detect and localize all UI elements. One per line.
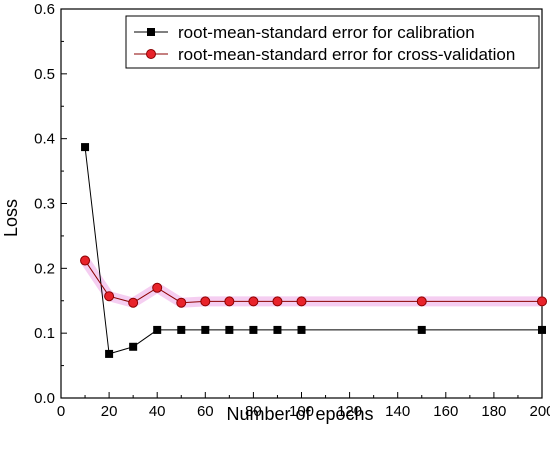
legend-cross-validation-marker [146, 49, 156, 59]
calibration-point [538, 325, 546, 334]
x-tick-label: 180 [481, 403, 506, 420]
legend-calibration-marker [147, 28, 155, 36]
cross-validation-point [416, 296, 427, 307]
cross-validation-point [296, 296, 307, 307]
calibration-point [225, 325, 234, 334]
calibration-point [81, 143, 90, 152]
cross-validation-highlight [80, 255, 547, 308]
y-tick-label: 0.3 [34, 196, 55, 213]
calibration-point [273, 325, 282, 334]
calibration-point [129, 342, 138, 351]
x-tick-label: 80 [245, 403, 262, 420]
x-tick-label: 20 [101, 403, 118, 420]
y-axis-label: Loss [1, 199, 21, 237]
calibration-point [249, 325, 258, 334]
cross-validation-point [224, 296, 235, 307]
y-tick-label: 0.2 [34, 260, 55, 277]
x-axis-label: Number of epochs [226, 404, 373, 424]
x-tick-label: 0 [57, 403, 65, 420]
calibration-line [84, 147, 542, 355]
x-tick-label: 200 [529, 403, 550, 420]
y-tick-label: 0.6 [34, 1, 55, 18]
x-tick-label: 40 [149, 403, 166, 420]
y-tick-label: 0.5 [34, 66, 55, 83]
legend-cross-validation-label: root-mean-standard error for cross-valid… [178, 45, 515, 64]
y-tick-label: 0.1 [34, 325, 55, 342]
legend-calibration-label: root-mean-standard error for calibration [178, 23, 475, 42]
cross-validation-point [104, 291, 115, 302]
cross-validation-point [248, 296, 259, 307]
y-tick-label: 0.4 [34, 131, 55, 148]
x-tick-label: 120 [337, 403, 362, 420]
cross-validation-point [200, 296, 211, 307]
x-tick-label: 160 [433, 403, 458, 420]
cross-validation-point [152, 282, 163, 293]
x-tick-label: 140 [385, 403, 410, 420]
x-tick-label: 60 [197, 403, 214, 420]
calibration-point [297, 325, 306, 334]
y-tick-label: 0.0 [34, 390, 55, 407]
calibration-point [105, 349, 114, 358]
calibration-point [177, 325, 186, 334]
calibration-point [417, 325, 426, 334]
calibration-point [153, 325, 162, 334]
calibration-point [201, 325, 210, 334]
cross-validation-point [80, 255, 91, 266]
cross-validation-point [272, 296, 283, 307]
cross-validation-point [128, 297, 139, 308]
cross-validation-point [176, 297, 187, 308]
legend-box [125, 15, 540, 69]
cross-validation-point [537, 296, 547, 307]
cross-validation-line [84, 260, 542, 304]
x-tick-label: 100 [289, 403, 314, 420]
